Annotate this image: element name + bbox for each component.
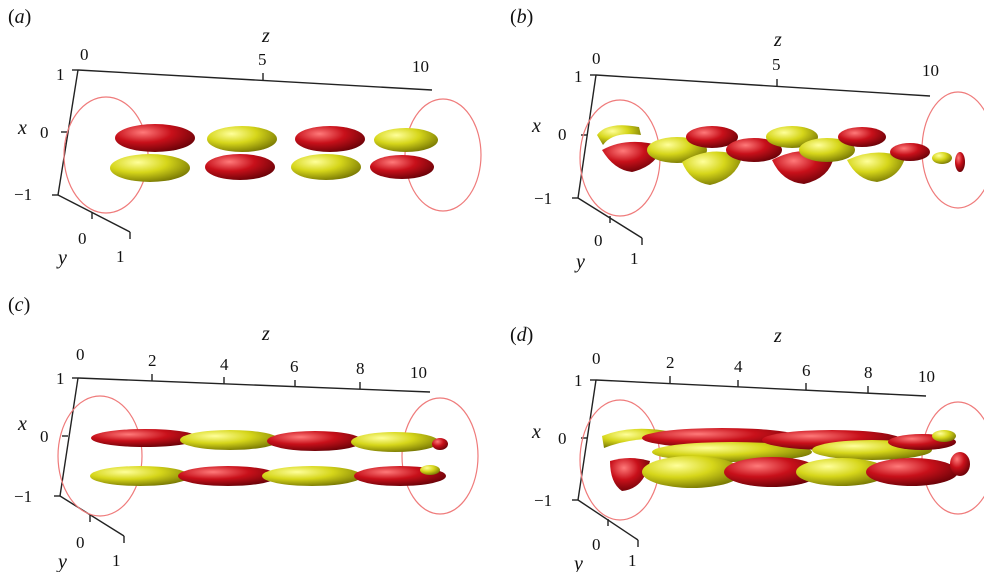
outlet-circle: [404, 98, 482, 212]
y-tick-1: 1: [116, 247, 125, 266]
panel-b-axes: [572, 74, 931, 245]
inlet-circle: [57, 395, 143, 517]
panel-a-label: (a): [8, 6, 32, 28]
x-tick-minus1: −1: [14, 487, 32, 506]
outlet-circle: [921, 91, 984, 209]
z-tick-8: 8: [864, 363, 873, 382]
y-tick-1: 1: [630, 249, 639, 268]
y-tick-0: 0: [78, 229, 87, 248]
z-tick-4: 4: [220, 355, 229, 374]
panel-b: (b) z 0 5 10 x 1 0 −1 y 0 1: [492, 0, 984, 286]
x-tick-0: 0: [558, 125, 567, 144]
z-tick-2: 2: [666, 353, 675, 372]
streak-structures: [602, 428, 970, 491]
x-tick-minus1: −1: [14, 185, 32, 204]
panel-c: (c) z 0 2 4 6 8 10 x 1 0 −1 y 0 1: [0, 286, 492, 572]
z-axis-title: z: [773, 29, 782, 51]
x-tick-1: 1: [56, 65, 65, 84]
y-axis-title: y: [56, 551, 67, 572]
z-axis-title: z: [773, 325, 782, 347]
z-tick-0: 0: [80, 45, 89, 64]
z-tick-8: 8: [356, 359, 365, 378]
z-tick-2: 2: [148, 351, 157, 370]
z-tick-10: 10: [922, 61, 939, 80]
z-tick-10: 10: [410, 363, 427, 382]
z-tick-0: 0: [592, 349, 601, 368]
panel-a: (a) z 0 5 10 x 1 0 −1 y: [0, 0, 492, 286]
y-axis-title: y: [56, 247, 67, 269]
z-tick-10: 10: [918, 367, 935, 386]
panel-b-plot: z 0 5 10 x 1 0 −1 y 0 1: [531, 29, 984, 273]
panel-d-label: (d): [510, 324, 534, 346]
z-tick-5: 5: [772, 55, 781, 74]
x-tick-0: 0: [558, 429, 567, 448]
x-tick-minus1: −1: [534, 189, 552, 208]
panel-b-label: (b): [510, 6, 534, 28]
y-tick-0: 0: [592, 535, 601, 554]
streak-structures: [110, 124, 438, 182]
panel-d-plot: z 0 2 4 6 8 10 x 1 0 −1 y 0 1: [531, 325, 984, 572]
x-tick-0: 0: [40, 427, 49, 446]
x-tick-minus1: −1: [534, 491, 552, 510]
panel-d: (d) z 0 2 4 6 8 10 x 1 0 −1 y 0 1: [492, 286, 984, 572]
x-axis-title: x: [531, 421, 541, 443]
x-axis-title: x: [17, 413, 27, 435]
x-axis-title: x: [17, 117, 27, 139]
z-tick-0: 0: [76, 345, 85, 364]
z-axis-title: z: [261, 25, 270, 47]
z-tick-4: 4: [734, 357, 743, 376]
outlet-circle: [401, 397, 479, 515]
y-tick-0: 0: [594, 231, 603, 250]
x-tick-1: 1: [574, 371, 583, 390]
panel-a-plot: z 0 5 10 x 1 0 −1 y 0 1: [14, 25, 482, 269]
z-axis-title: z: [261, 323, 270, 345]
streak-structures: [597, 125, 965, 185]
z-tick-5: 5: [258, 50, 267, 69]
y-tick-0: 0: [76, 533, 85, 552]
panel-a-axes: [52, 69, 433, 239]
z-tick-0: 0: [592, 49, 601, 68]
panel-d-axes: [572, 376, 927, 547]
x-axis-title: x: [531, 115, 541, 137]
outlet-circle: [921, 401, 984, 515]
panel-c-label: (c): [8, 294, 31, 316]
z-tick-6: 6: [290, 357, 299, 376]
x-tick-1: 1: [56, 369, 65, 388]
x-tick-1: 1: [574, 67, 583, 86]
x-tick-0: 0: [40, 123, 49, 142]
y-axis-title: y: [574, 251, 585, 273]
z-tick-10: 10: [412, 57, 429, 76]
y-tick-1: 1: [628, 551, 637, 570]
y-axis-title: y: [572, 553, 583, 572]
streak-structures: [90, 429, 448, 486]
y-tick-1: 1: [112, 551, 121, 570]
panel-c-axes: [54, 374, 431, 543]
panel-c-plot: z 0 2 4 6 8 10 x 1 0 −1 y 0 1: [14, 323, 479, 572]
z-tick-6: 6: [802, 361, 811, 380]
